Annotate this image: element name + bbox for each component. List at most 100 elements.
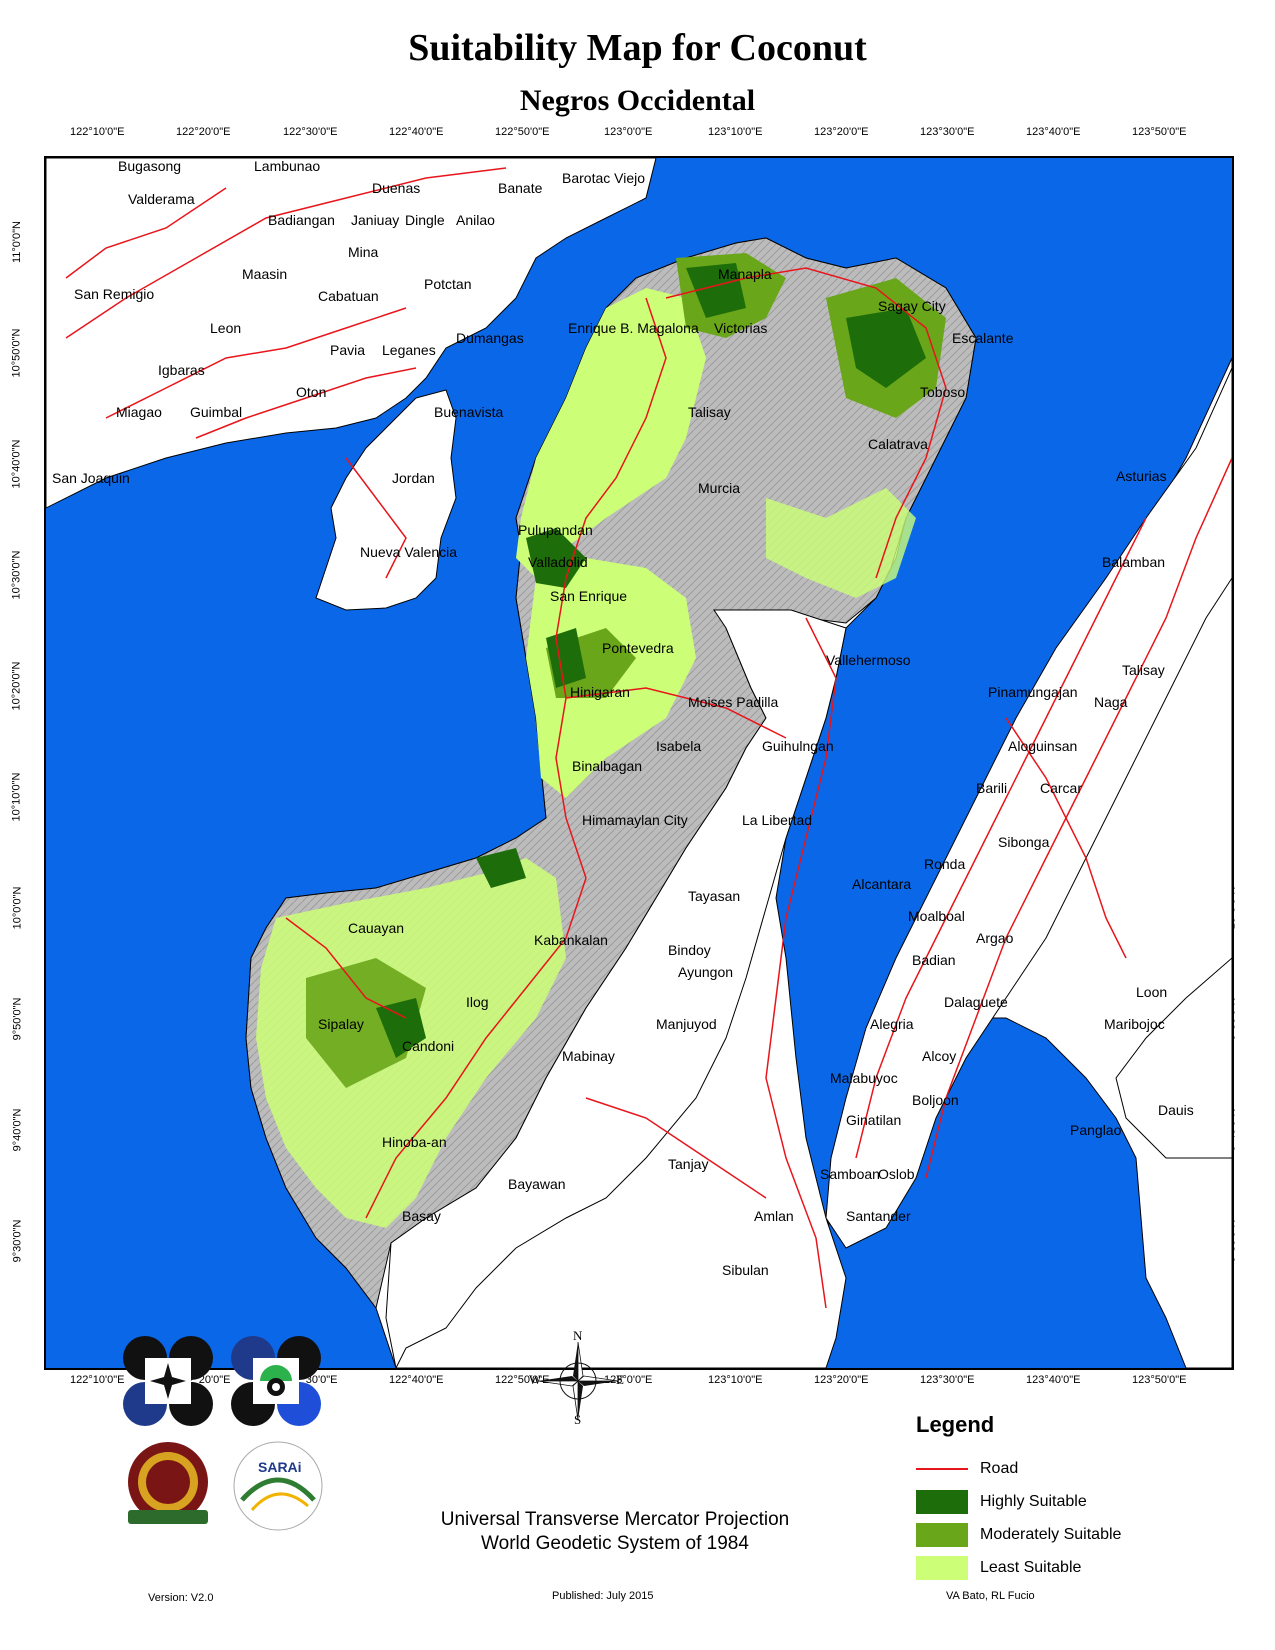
legend-label: Road bbox=[980, 1459, 1019, 1477]
highly-suitable-zone bbox=[846, 308, 926, 388]
place-label: Potctan bbox=[424, 276, 472, 292]
lon-tick-top: 123°40'0"E bbox=[1026, 126, 1081, 138]
place-label: Bayawan bbox=[508, 1176, 566, 1192]
compass-w: W bbox=[529, 1372, 542, 1387]
lon-tick-top: 123°0'0"E bbox=[604, 126, 653, 138]
place-label: Malabuyoc bbox=[830, 1070, 898, 1086]
lat-tick-left: 9°30'0"N bbox=[11, 1219, 24, 1263]
place-label: Maribojoc bbox=[1104, 1016, 1165, 1032]
lon-tick-bottom: 122°50'0"E bbox=[495, 1374, 550, 1386]
published-text: Published: July 2015 bbox=[552, 1590, 654, 1602]
place-label: Banate bbox=[498, 180, 543, 196]
place-label: Alegria bbox=[870, 1016, 914, 1032]
place-label: Bugasong bbox=[118, 158, 182, 174]
place-label: Ayungon bbox=[678, 964, 734, 980]
lon-tick-top: 122°30'0"E bbox=[283, 126, 338, 138]
place-label: Maasin bbox=[242, 266, 288, 282]
legend-item-moderately-suitable: Moderately Suitable bbox=[916, 1518, 1156, 1551]
place-label: Sibonga bbox=[998, 834, 1050, 850]
province-boundary bbox=[385, 609, 847, 1368]
da-logo bbox=[122, 1335, 214, 1432]
lat-tick-left: 10°0'0"N bbox=[11, 886, 24, 930]
highly-suitable-zone bbox=[526, 528, 586, 588]
lon-tick-top: 122°20'0"E bbox=[176, 126, 231, 138]
place-label: Buenavista bbox=[434, 404, 504, 420]
map-frame[interactable]: Bugasong Lambunao Duenas Banate Barotac … bbox=[44, 156, 1234, 1370]
place-label: Sipalay bbox=[318, 1016, 364, 1032]
place-label: Candoni bbox=[402, 1038, 455, 1054]
place-label: Samboan bbox=[820, 1166, 880, 1182]
place-label: Barili bbox=[976, 780, 1008, 796]
place-label: Leon bbox=[210, 320, 242, 336]
uplb-seal-logo bbox=[118, 1440, 218, 1533]
place-label: Moalboal bbox=[908, 908, 965, 924]
lat-tick-left: 10°10'0"N bbox=[10, 772, 23, 822]
place-label: Alcoy bbox=[922, 1048, 957, 1064]
lon-tick-top: 123°10'0"E bbox=[708, 126, 763, 138]
place-label: Dumangas bbox=[456, 330, 524, 346]
place-label: Amlan bbox=[754, 1208, 794, 1224]
place-label: Barotac Viejo bbox=[562, 170, 646, 186]
panay-land bbox=[46, 158, 657, 509]
place-label: Talisay bbox=[1122, 662, 1165, 678]
compass-s: S bbox=[574, 1412, 582, 1427]
lat-tick-left: 11°0'0"N bbox=[11, 220, 24, 264]
place-label: Manjuyod bbox=[656, 1016, 717, 1032]
place-label: La Libertad bbox=[742, 812, 813, 828]
place-label: Ginatilan bbox=[846, 1112, 902, 1128]
lon-tick-bottom: 122°10'0"E bbox=[70, 1374, 125, 1386]
authors-text: VA Bato, RL Fucio bbox=[946, 1590, 1035, 1602]
lat-tick-left: 9°40'0"N bbox=[11, 1108, 24, 1152]
legend-item-least-suitable: Least Suitable bbox=[916, 1551, 1156, 1584]
place-label: Oton bbox=[296, 384, 327, 400]
place-label: Badiangan bbox=[268, 212, 335, 228]
place-label: Talisay bbox=[688, 404, 731, 420]
place-label: Vallehermoso bbox=[826, 652, 911, 668]
place-label: Cabatuan bbox=[318, 288, 379, 304]
place-label: Santander bbox=[846, 1208, 911, 1224]
place-label: Manapla bbox=[718, 266, 772, 282]
place-label: Valderama bbox=[128, 191, 195, 207]
map-subtitle: Negros Occidental bbox=[519, 84, 756, 117]
lat-tick-left: 10°40'0"N bbox=[10, 439, 23, 489]
lon-tick-bottom: 123°40'0"E bbox=[1026, 1374, 1081, 1386]
place-label: Valladolid bbox=[528, 554, 588, 570]
place-label: Hinoba-an bbox=[382, 1134, 447, 1150]
place-label: Sibulan bbox=[722, 1262, 769, 1278]
place-label: Victorias bbox=[714, 320, 768, 336]
lon-tick-bottom: 123°10'0"E bbox=[708, 1374, 763, 1386]
place-label: Argao bbox=[976, 930, 1014, 946]
legend: Legend Road Highly Suitable Moderately S… bbox=[916, 1412, 1156, 1584]
place-label: Murcia bbox=[698, 480, 741, 496]
place-label: Badian bbox=[912, 952, 956, 968]
place-label: Loon bbox=[1136, 984, 1168, 1000]
lon-tick-top: 123°50'0"E bbox=[1132, 126, 1187, 138]
place-label: Dalaguete bbox=[944, 994, 1008, 1010]
highly-suitable-zone bbox=[546, 628, 586, 688]
place-label: Igbaras bbox=[158, 362, 205, 378]
place-label: Pontevedra bbox=[602, 640, 674, 656]
sarai-text: SARAi bbox=[258, 1459, 302, 1475]
least-suitable-swatch bbox=[916, 1555, 968, 1580]
place-label: Alcantara bbox=[852, 876, 912, 892]
map-canvas bbox=[46, 158, 1232, 1368]
place-label: Escalante bbox=[952, 330, 1014, 346]
road-line-icon bbox=[916, 1467, 968, 1470]
place-label: Sagay City bbox=[878, 298, 946, 314]
compass-n: N bbox=[573, 1328, 583, 1343]
lat-tick-left: 10°20'0"N bbox=[10, 661, 23, 711]
legend-label: Moderately Suitable bbox=[980, 1525, 1122, 1543]
place-label: Toboso bbox=[920, 384, 966, 400]
lon-tick-top: 122°40'0"E bbox=[389, 126, 444, 138]
least-suitable-north bbox=[516, 288, 706, 578]
compass-rose-icon bbox=[528, 1332, 628, 1435]
place-label: Boljoon bbox=[912, 1092, 959, 1108]
place-label: Tayasan bbox=[688, 888, 741, 904]
place-label: Guihulngan bbox=[762, 738, 834, 754]
place-label: San Joaquin bbox=[52, 470, 130, 486]
projection-line: Universal Transverse Mercator Projection bbox=[440, 1509, 790, 1530]
compass-e: E bbox=[616, 1372, 624, 1387]
place-label: Lambunao bbox=[254, 158, 321, 174]
sarai-logo: SARAi bbox=[232, 1440, 324, 1537]
place-label: Calatrava bbox=[868, 436, 928, 452]
